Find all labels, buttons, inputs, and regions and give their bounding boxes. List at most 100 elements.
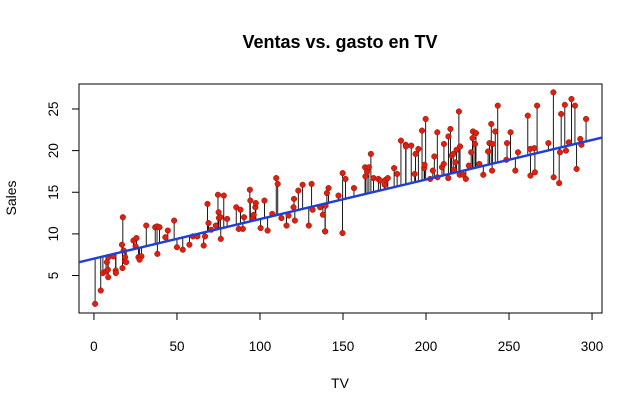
chart-title: Ventas vs. gasto en TV: [242, 32, 437, 52]
data-point: [237, 206, 244, 213]
data-point: [365, 164, 372, 171]
data-point: [397, 137, 404, 144]
x-tick-label: 250: [498, 339, 521, 354]
y-axis: 5 10 15 20 25: [46, 101, 80, 280]
regression-line: [79, 136, 602, 264]
data-point: [350, 185, 357, 192]
data-point: [220, 192, 227, 199]
data-point: [480, 171, 487, 178]
data-point: [162, 234, 169, 241]
data-point: [447, 125, 454, 133]
data-point: [143, 222, 150, 229]
data-point: [299, 181, 306, 188]
data-point: [250, 211, 257, 218]
data-point: [322, 228, 329, 235]
plot-frame: [78, 83, 603, 314]
data-point: [201, 233, 209, 240]
data-point: [452, 159, 459, 166]
data-point: [97, 287, 104, 294]
data-point: [119, 214, 126, 221]
data-point: [556, 149, 564, 156]
y-tick-label: 15: [46, 185, 61, 200]
data-point: [445, 175, 452, 182]
data-point: [261, 197, 268, 204]
data-point: [507, 129, 514, 136]
data-point: [291, 217, 298, 224]
data-point: [319, 211, 326, 218]
data-point: [214, 191, 222, 198]
data-point: [455, 108, 462, 115]
data-point: [119, 264, 126, 272]
residual-lines: [94, 92, 587, 304]
data-point: [173, 244, 181, 251]
data-point: [445, 133, 452, 140]
y-tick-label: 10: [46, 226, 61, 241]
data-point: [342, 175, 349, 182]
data-point: [295, 187, 302, 194]
data-points: [92, 89, 590, 307]
y-axis-label: Sales: [3, 180, 19, 215]
data-point: [411, 170, 418, 177]
data-point: [92, 300, 99, 307]
data-point: [465, 162, 472, 169]
data-point: [156, 224, 163, 231]
data-point: [471, 140, 479, 148]
data-point: [122, 254, 129, 261]
x-tick-label: 200: [415, 339, 438, 354]
data-point: [179, 246, 186, 253]
data-point: [503, 140, 511, 147]
y-tick-label: 25: [46, 101, 61, 116]
data-point: [524, 112, 531, 119]
data-point: [290, 195, 298, 202]
data-point: [305, 222, 312, 229]
data-point: [308, 180, 315, 187]
data-point: [431, 153, 438, 160]
data-point: [556, 180, 563, 187]
data-point: [205, 220, 212, 227]
data-point: [472, 130, 480, 137]
data-point: [246, 186, 253, 193]
data-point: [362, 173, 369, 180]
data-point: [257, 225, 264, 232]
data-point: [534, 102, 541, 109]
data-point: [440, 140, 447, 148]
x-tick-label: 100: [249, 339, 272, 354]
data-point: [103, 259, 110, 266]
data-point: [273, 175, 280, 182]
data-point: [456, 143, 464, 150]
data-point: [412, 150, 419, 157]
data-point: [212, 222, 219, 229]
data-point: [274, 180, 281, 187]
data-point: [545, 140, 552, 147]
data-point: [283, 222, 290, 229]
data-point: [531, 145, 538, 152]
y-tick-label: 5: [46, 272, 61, 280]
data-point: [415, 145, 422, 153]
data-point: [558, 110, 565, 118]
data-point: [468, 149, 475, 156]
data-point: [488, 120, 495, 128]
data-point: [469, 135, 476, 142]
x-tick-label: 0: [90, 339, 98, 354]
data-point: [422, 115, 429, 123]
regression-line-group: [79, 136, 602, 264]
data-point: [204, 200, 211, 207]
data-point: [550, 174, 557, 181]
data-point: [339, 230, 346, 237]
data-point: [112, 269, 119, 277]
data-point: [164, 227, 171, 234]
x-tick-label: 50: [169, 339, 184, 354]
data-point: [377, 177, 384, 184]
x-tick-label: 300: [581, 339, 604, 354]
data-point: [402, 143, 409, 150]
data-point: [573, 165, 580, 172]
data-point: [240, 214, 248, 221]
x-tick-label: 150: [332, 339, 355, 354]
data-point: [200, 242, 207, 249]
data-point: [384, 175, 391, 182]
data-point: [489, 140, 496, 148]
data-point: [278, 215, 285, 222]
data-point: [247, 197, 254, 204]
data-point: [568, 95, 575, 103]
